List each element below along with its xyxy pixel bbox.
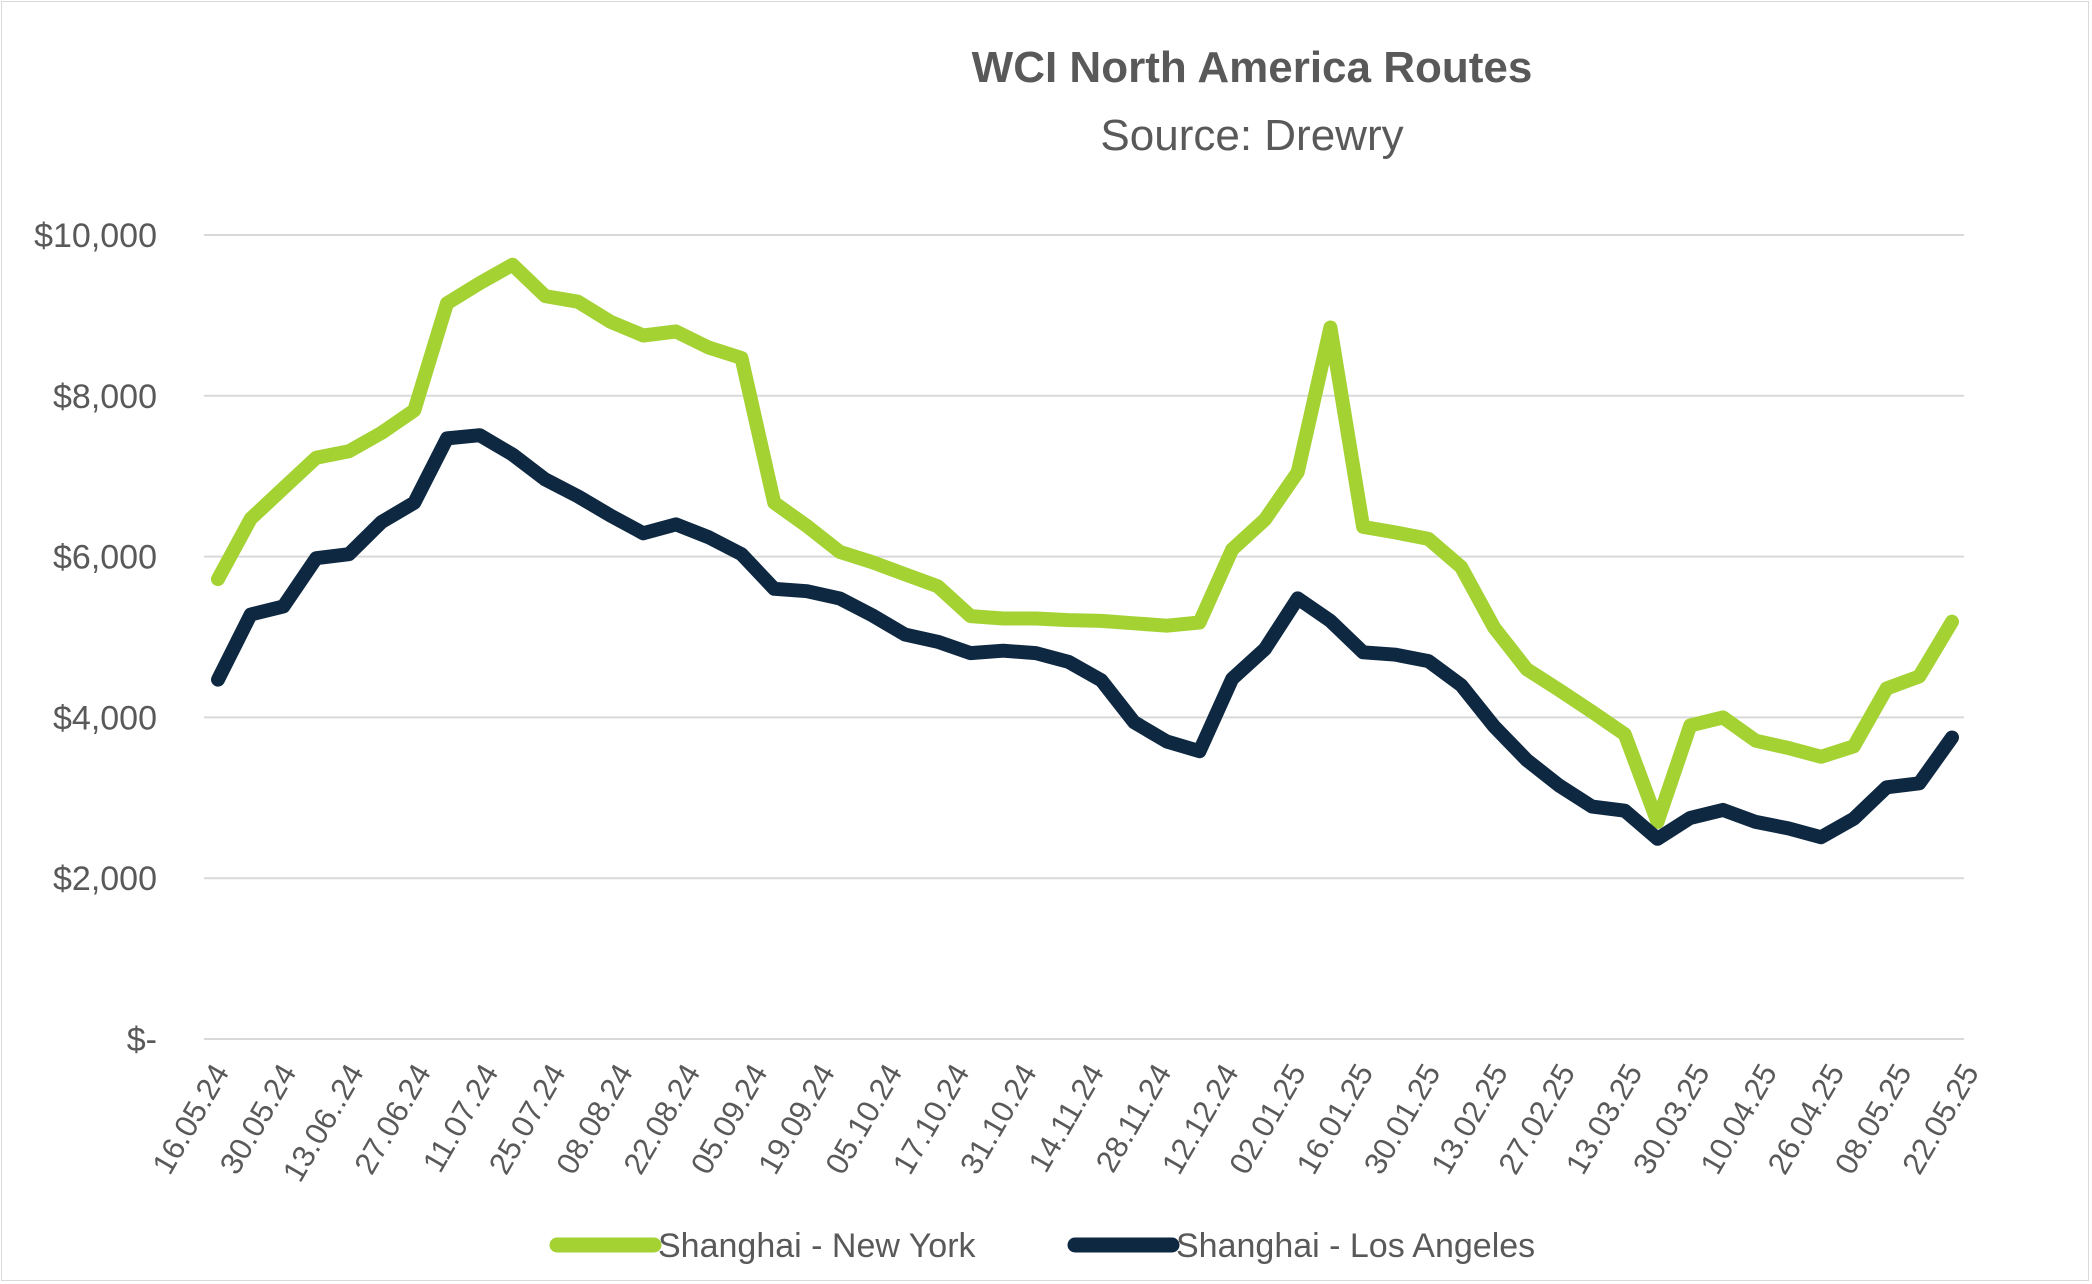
y-tick-label: $8,000 — [53, 378, 157, 416]
legend-item-los-angeles: Shanghai - Los Angeles — [1067, 1227, 1535, 1265]
legend-label-new-york: Shanghai - New York — [658, 1227, 977, 1265]
legend-label-los-angeles: Shanghai - Los Angeles — [1176, 1227, 1535, 1265]
y-tick-label: $4,000 — [53, 699, 157, 737]
legend: Shanghai - New York Shanghai - Los Angel… — [549, 1227, 1535, 1265]
gridlines — [204, 234, 1964, 1040]
y-tick-label: $6,000 — [53, 539, 157, 577]
x-axis-ticks: 16.05.2430.05.2413.06..2427.06.2411.07.2… — [145, 1058, 1985, 1187]
y-tick-label: $10,000 — [34, 217, 157, 255]
series-line-los-angeles — [211, 428, 1959, 846]
legend-item-new-york: Shanghai - New York — [549, 1227, 977, 1265]
chart-subtitle: Source: Drewry — [1100, 111, 1403, 160]
series-line-new-york — [211, 257, 1959, 829]
y-tick-label: $2,000 — [53, 860, 157, 898]
series-lines — [211, 257, 1959, 846]
chart-title: WCI North America Routes — [972, 43, 1533, 92]
y-axis-ticks: $- $2,000 $4,000 $6,000 $8,000 $10,000 — [34, 217, 157, 1059]
y-tick-label: $- — [127, 1021, 157, 1059]
